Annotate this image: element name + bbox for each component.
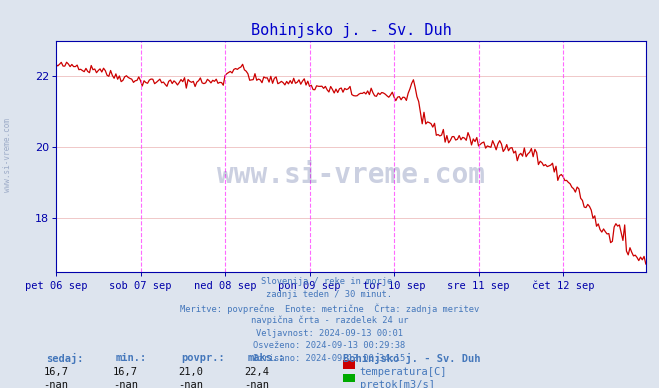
- Text: -nan: -nan: [113, 380, 138, 388]
- Text: www.si-vreme.com: www.si-vreme.com: [217, 161, 485, 189]
- Text: Meritve: povprečne  Enote: metrične  Črta: zadnja meritev: Meritve: povprečne Enote: metrične Črta:…: [180, 303, 479, 314]
- Text: www.si-vreme.com: www.si-vreme.com: [3, 118, 13, 192]
- Text: 16,7: 16,7: [113, 367, 138, 377]
- Text: -nan: -nan: [179, 380, 204, 388]
- Text: Bohinjsko j. - Sv. Duh: Bohinjsko j. - Sv. Duh: [343, 353, 480, 364]
- Text: zadnji teden / 30 minut.: zadnji teden / 30 minut.: [266, 290, 393, 299]
- Text: -nan: -nan: [244, 380, 270, 388]
- Text: pretok[m3/s]: pretok[m3/s]: [360, 380, 435, 388]
- Text: 22,4: 22,4: [244, 367, 270, 377]
- Text: Slovenija / reke in morje.: Slovenija / reke in morje.: [261, 277, 398, 286]
- Text: 21,0: 21,0: [179, 367, 204, 377]
- Text: sedaj:: sedaj:: [46, 353, 84, 364]
- Text: min.:: min.:: [115, 353, 146, 363]
- Text: Izrisano: 2024-09-13 00:34:15: Izrisano: 2024-09-13 00:34:15: [253, 354, 406, 363]
- Text: -nan: -nan: [43, 380, 69, 388]
- Text: Veljavnost: 2024-09-13 00:01: Veljavnost: 2024-09-13 00:01: [256, 329, 403, 338]
- Text: 16,7: 16,7: [43, 367, 69, 377]
- Text: Osveženo: 2024-09-13 00:29:38: Osveženo: 2024-09-13 00:29:38: [253, 341, 406, 350]
- Title: Bohinjsko j. - Sv. Duh: Bohinjsko j. - Sv. Duh: [250, 23, 451, 38]
- Text: navpična črta - razdelek 24 ur: navpična črta - razdelek 24 ur: [251, 316, 408, 325]
- Text: povpr.:: povpr.:: [181, 353, 225, 363]
- Text: maks.:: maks.:: [247, 353, 285, 363]
- Text: temperatura[C]: temperatura[C]: [360, 367, 447, 377]
